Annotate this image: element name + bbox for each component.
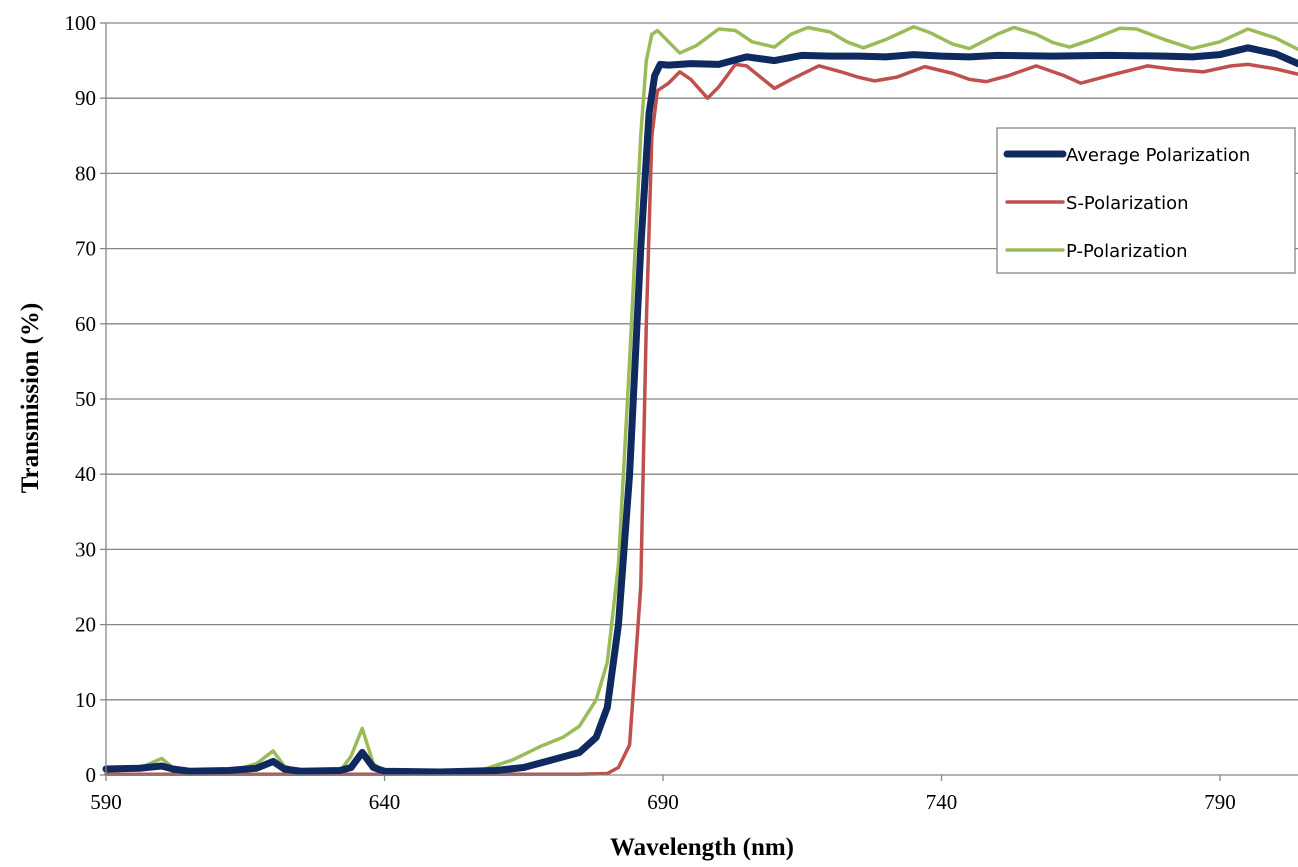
y-tick-label: 70 xyxy=(75,237,96,261)
y-tick-label: 40 xyxy=(75,462,96,486)
y-tick-label: 30 xyxy=(75,537,96,561)
tick-labels: 0 10 20 30 40 50 60 70 80 90 100 590 640 690 740 790 xyxy=(65,11,1236,814)
gridlines xyxy=(106,22,1298,701)
x-tick-label: 590 xyxy=(90,790,122,814)
x-axis-title: Wavelength (nm) xyxy=(610,834,794,861)
x-tick-label: 640 xyxy=(369,790,401,814)
x-tick-label: 740 xyxy=(926,790,958,814)
y-tick-label: 80 xyxy=(75,161,96,185)
axes xyxy=(100,22,1298,781)
y-axis-title: Transmission (%) xyxy=(17,303,44,494)
y-tick-label: 50 xyxy=(75,387,96,411)
legend-label: Average Polarization xyxy=(1066,145,1250,166)
legend-label: S-Polarization xyxy=(1066,193,1189,214)
x-tick-label: 690 xyxy=(647,790,679,814)
series-line-1 xyxy=(104,62,1298,776)
x-tick-label: 790 xyxy=(1204,790,1236,814)
legend: Average Polarization S-Polarization P-Pola… xyxy=(996,127,1296,274)
y-tick-label: 10 xyxy=(75,688,96,712)
y-tick-label: 20 xyxy=(75,613,96,637)
y-tick-label: 90 xyxy=(75,86,96,110)
series-line-0 xyxy=(102,44,1298,776)
legend-label: P-Polarization xyxy=(1066,241,1188,262)
y-tick-label: 60 xyxy=(75,312,96,336)
y-tick-label: 100 xyxy=(65,11,97,35)
y-tick-label: 0 xyxy=(86,763,97,787)
series-lines xyxy=(102,25,1298,776)
